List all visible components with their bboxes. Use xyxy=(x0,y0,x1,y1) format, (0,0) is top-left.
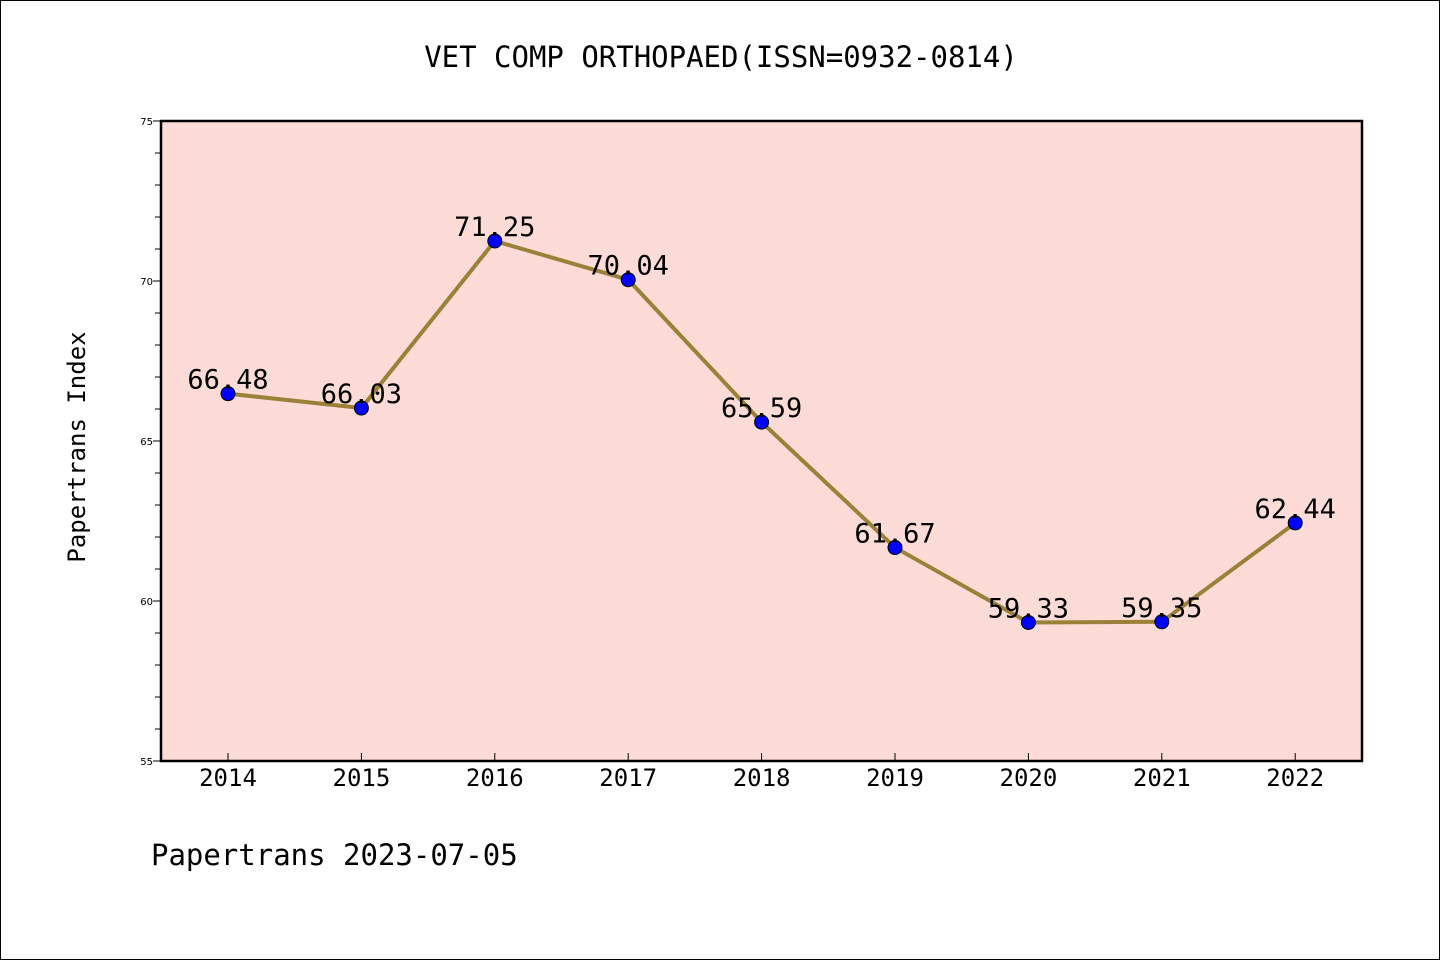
y-axis-label: Papertrans Index xyxy=(63,331,91,562)
data-label: 61.67 xyxy=(854,519,935,550)
x-tick-label: 2018 xyxy=(733,764,791,792)
x-tick-label: 2022 xyxy=(1266,764,1324,792)
data-point xyxy=(487,233,503,249)
y-tick-label: 55 xyxy=(140,757,153,768)
data-label: 66.48 xyxy=(187,365,268,396)
data-label: 59.33 xyxy=(988,593,1069,624)
y-tick-label: 60 xyxy=(140,597,153,608)
x-tick-label: 2019 xyxy=(866,764,924,792)
data-point xyxy=(887,540,903,556)
footer-date: Papertrans 2023-07-05 xyxy=(151,838,518,872)
data-point xyxy=(754,414,770,430)
data-label: 59.35 xyxy=(1121,593,1202,624)
data-point xyxy=(620,272,636,288)
x-tick-label: 2021 xyxy=(1133,764,1191,792)
data-point xyxy=(353,400,369,416)
data-label: 65.59 xyxy=(721,393,802,424)
y-tick-label: 70 xyxy=(140,277,153,288)
x-tick-label: 2014 xyxy=(199,764,257,792)
data-point xyxy=(220,386,236,402)
y-tick-label: 75 xyxy=(140,117,153,128)
y-axis: 55 60 65 70 75 xyxy=(140,117,161,768)
data-label: 66.03 xyxy=(321,379,402,410)
x-tick-label: 2015 xyxy=(333,764,391,792)
data-series: 66.48 66.03 71.25 70.04 65.59 61.67 59.33 59.35… xyxy=(187,212,1336,630)
x-tick-label: 2020 xyxy=(1000,764,1058,792)
plot-border xyxy=(159,119,1364,763)
x-tick-label: 2016 xyxy=(466,764,524,792)
x-axis: 2014 2015 2016 2017 2018 2019 2020 2021 2022 xyxy=(199,753,1324,792)
y-tick-label: 65 xyxy=(140,437,153,448)
data-point xyxy=(1287,515,1303,531)
data-label: 71.25 xyxy=(454,212,535,243)
plot-area xyxy=(161,121,1362,761)
data-label: 62.44 xyxy=(1255,494,1336,525)
chart-title: VET COMP ORTHOPAED(ISSN=0932-0814) xyxy=(424,40,1018,74)
data-label: 70.04 xyxy=(588,251,669,282)
data-point xyxy=(1154,614,1170,630)
x-tick-label: 2017 xyxy=(599,764,657,792)
data-point xyxy=(1020,614,1036,630)
